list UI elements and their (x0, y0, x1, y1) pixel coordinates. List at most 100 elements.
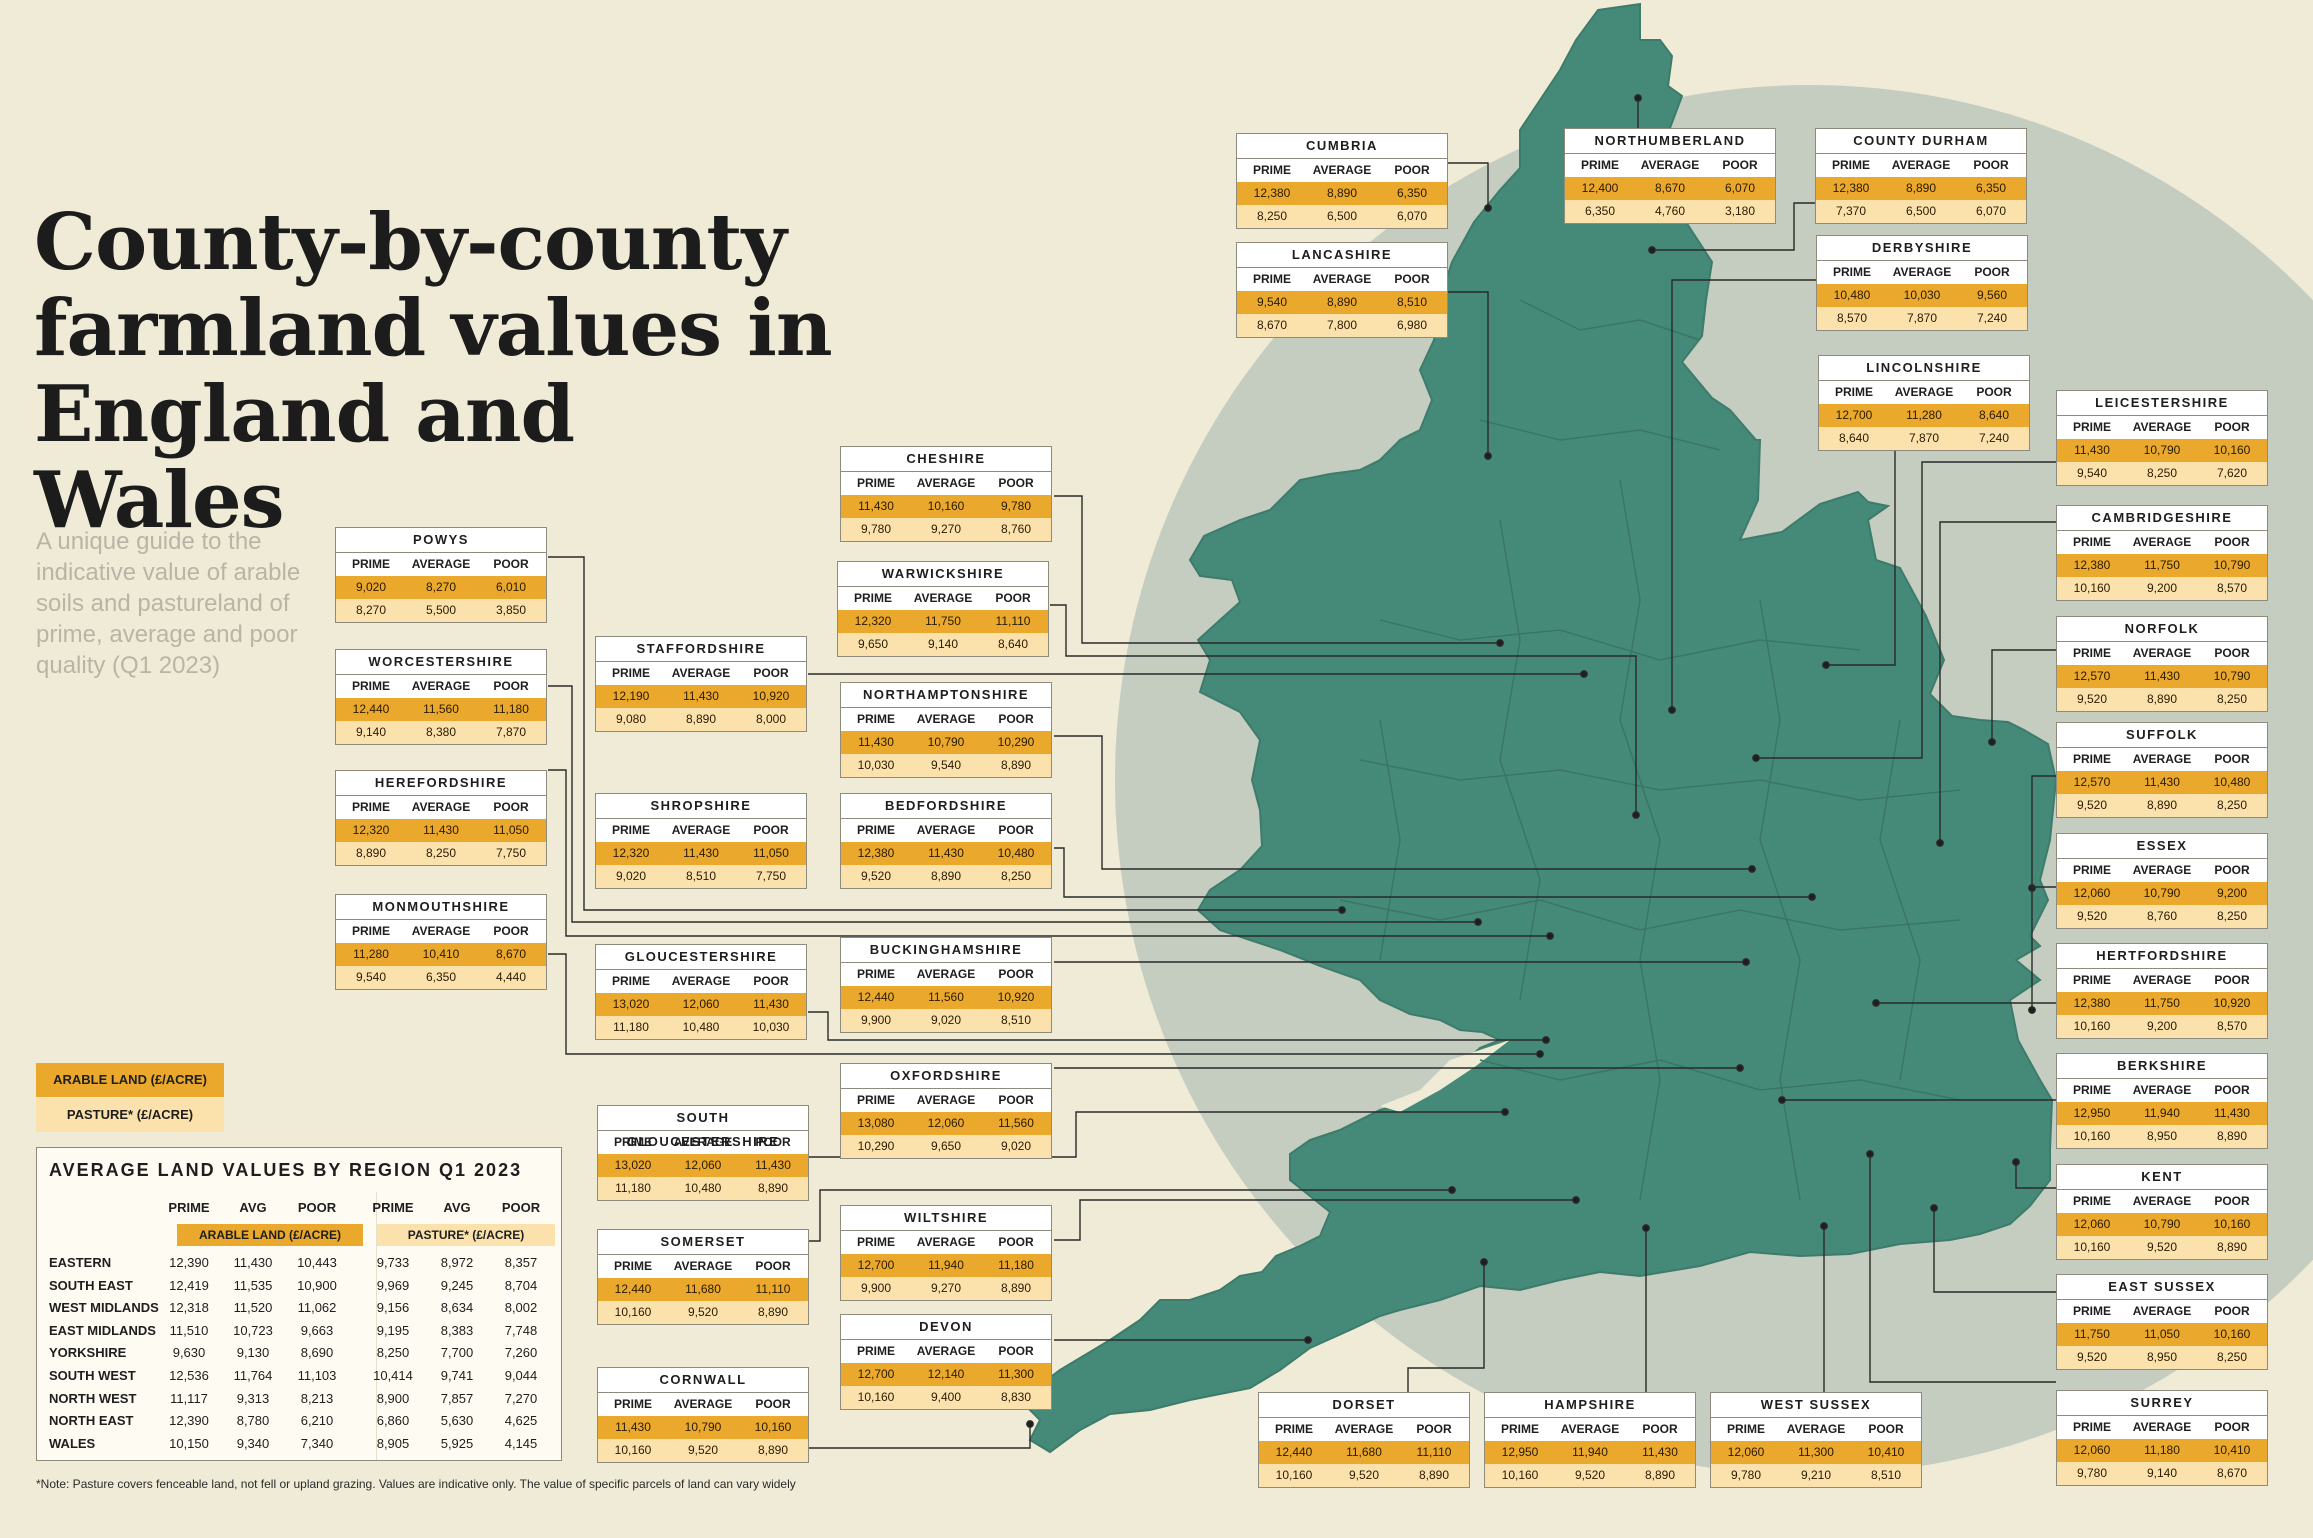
pasture-values-row: 8,570 7,870 7,240 (1817, 307, 2027, 330)
arable-value-average: 10,160 (927, 499, 965, 513)
pasture-value-poor: 3,850 (495, 603, 527, 617)
arable-value-poor: 6,070 (1724, 181, 1756, 195)
pasture-value-average: 8,950 (2146, 1350, 2178, 1364)
arable-value-average: 11,180 (2144, 1443, 2180, 1457)
pasture-value-poor: 8,890 (1000, 758, 1032, 772)
county-table-county-durham: COUNTY DURHAM PRIME AVERAGE POOR 12,380 8,890… (1815, 128, 2027, 224)
county-name: WORCESTERSHIRE (336, 650, 546, 675)
column-header-poor: POOR (1416, 1422, 1452, 1436)
region-name: NORTH EAST (49, 1413, 134, 1429)
column-header-prime: PRIME (611, 823, 650, 837)
column-header-row: PRIME AVERAGE POOR (841, 1340, 1051, 1363)
arable-value-poor: 9,780 (1000, 499, 1032, 513)
title-line-2: farmland values in (34, 283, 833, 374)
county-table-bedfordshire: BEDFORDSHIRE PRIME AVERAGE POOR 12,380 11,430… (840, 793, 1052, 889)
county-table-kent: KENT PRIME AVERAGE POOR 12,060 10,790 10,160 10… (2056, 1164, 2268, 1260)
pasture-value-prime: 9,520 (2076, 1350, 2108, 1364)
column-header-average: AVERAGE (2132, 973, 2192, 987)
county-table-suffolk: SUFFOLK PRIME AVERAGE POOR 12,570 11,430 10,48… (2056, 722, 2268, 818)
column-header-prime: PRIME (2072, 1083, 2111, 1097)
region-value: 8,357 (504, 1255, 538, 1270)
region-value: 11,520 (233, 1300, 273, 1316)
arable-value-average: 11,430 (2144, 669, 2180, 683)
arable-value-average: 10,790 (2143, 443, 2181, 457)
column-header-row: PRIME AVERAGE POOR (1819, 381, 2029, 404)
pasture-value-prime: 10,160 (614, 1305, 652, 1319)
arable-value-prime: 12,320 (612, 846, 650, 860)
column-header-average: AVERAGE (2132, 535, 2192, 549)
regional-row-eastern: EASTERN 12,390 11,430 10,443 9,733 8,972 8,357 (37, 1252, 563, 1274)
county-table-oxfordshire: OXFORDSHIRE PRIME AVERAGE POOR 13,080 12,060 1… (840, 1063, 1052, 1159)
region-name: YORKSHIRE (49, 1345, 127, 1361)
pasture-values-row: 10,290 9,650 9,020 (841, 1135, 1051, 1158)
county-name: SURREY (2057, 1391, 2267, 1416)
region-value: 9,313 (236, 1390, 270, 1406)
region-name: SOUTH EAST (49, 1277, 133, 1293)
county-table-devon: DEVON PRIME AVERAGE POOR 12,700 12,140 11,300 1… (840, 1314, 1052, 1410)
arable-values-row: 12,320 11,430 11,050 (336, 819, 546, 842)
pasture-value-average: 7,800 (1326, 318, 1358, 332)
column-header-prime: PRIME (856, 823, 895, 837)
arable-value-poor: 11,050 (493, 823, 529, 837)
column-header-row: PRIME AVERAGE POOR (2057, 531, 2267, 554)
arable-values-row: 12,190 11,430 10,920 (596, 685, 806, 708)
arable-value-average: 11,430 (683, 846, 719, 860)
bristol-channel (1380, 1040, 1510, 1112)
regional-row-south-west: SOUTH WEST 12,536 11,764 11,103 10,414 9,741 9… (37, 1365, 563, 1387)
region-name: SOUTH WEST (49, 1368, 136, 1383)
leader-line-kent (2015, 1162, 2056, 1189)
pasture-values-row: 6,350 4,760 3,180 (1565, 200, 1775, 223)
column-header-average: AVERAGE (1560, 1422, 1620, 1436)
county-table-cambridgeshire: CAMBRIDGESHIRE PRIME AVERAGE POOR 12,380 11,7… (2056, 505, 2268, 601)
pasture-value-poor: 8,890 (757, 1443, 789, 1457)
column-header-prime: PRIME (611, 666, 650, 680)
pasture-value-average: 4,760 (1654, 204, 1686, 218)
county-name: SOMERSET (598, 1230, 808, 1255)
arable-value-prime: 13,080 (857, 1116, 895, 1130)
county-table-leicestershire: LEICESTERSHIRE PRIME AVERAGE POOR 11,430 10,7… (2056, 390, 2268, 486)
column-header-prime: PRIME (856, 967, 895, 981)
pasture-value-poor: 7,240 (1978, 431, 2010, 445)
column-header-poor: POOR (493, 924, 529, 938)
pasture-value-prime: 8,250 (1256, 209, 1288, 223)
column-header-poor: POOR (753, 666, 789, 680)
column-header-prime: PRIME (2072, 1194, 2111, 1208)
pasture-values-row: 9,540 8,250 7,620 (2057, 462, 2267, 485)
county-name: KENT (2057, 1165, 2267, 1190)
arable-values-row: 12,060 10,790 9,200 (2057, 882, 2267, 905)
arable-value-poor: 8,510 (1396, 295, 1428, 309)
arable-value-average: 11,300 (1798, 1445, 1834, 1459)
pasture-value-poor: 8,570 (2216, 1019, 2248, 1033)
region-value: 11,117 (170, 1390, 208, 1406)
region-value: 9,340 (236, 1435, 270, 1451)
column-header-row: PRIME AVERAGE POOR (336, 553, 546, 576)
arable-values-row: 9,020 8,270 6,010 (336, 576, 546, 599)
region-value: 7,260 (504, 1345, 538, 1361)
region-value: 9,733 (376, 1255, 410, 1270)
pasture-value-poor: 6,070 (1396, 209, 1428, 223)
regional-averages-table: AVERAGE LAND VALUES BY REGION Q1 2023 PR… (36, 1147, 562, 1461)
arable-value-average: 11,560 (928, 990, 964, 1004)
pasture-value-prime: 9,540 (2076, 466, 2108, 480)
arable-values-row: 9,540 8,890 8,510 (1237, 291, 1447, 314)
arable-values-row: 12,570 11,430 10,480 (2057, 771, 2267, 794)
regional-row-south-east: SOUTH EAST 12,419 11,535 10,900 9,969 9,245 8,… (37, 1275, 563, 1297)
column-header-prime: PRIME (2072, 646, 2111, 660)
arable-value-average: 8,670 (1654, 181, 1686, 195)
arable-value-poor: 11,110 (995, 614, 1031, 628)
pasture-values-row: 8,890 8,250 7,750 (336, 842, 546, 865)
arable-values-row: 12,400 8,670 6,070 (1565, 177, 1775, 200)
region-value: 12,390 (169, 1413, 209, 1429)
pasture-values-row: 7,370 6,500 6,070 (1816, 200, 2026, 223)
county-name: STAFFORDSHIRE (596, 637, 806, 662)
pasture-value-poor: 8,760 (1000, 522, 1032, 536)
arable-value-average: 11,560 (423, 702, 459, 716)
region-value: 5,630 (440, 1413, 474, 1429)
column-header-row: PRIME AVERAGE POOR (841, 1231, 1051, 1254)
arable-value-average: 10,790 (684, 1420, 722, 1434)
county-table-dorset: DORSET PRIME AVERAGE POOR 12,440 11,680 11,110… (1258, 1392, 1470, 1488)
column-header-poor: POOR (755, 1135, 791, 1149)
pasture-value-prime: 9,540 (355, 970, 387, 984)
pasture-value-prime: 9,780 (2076, 1466, 2108, 1480)
